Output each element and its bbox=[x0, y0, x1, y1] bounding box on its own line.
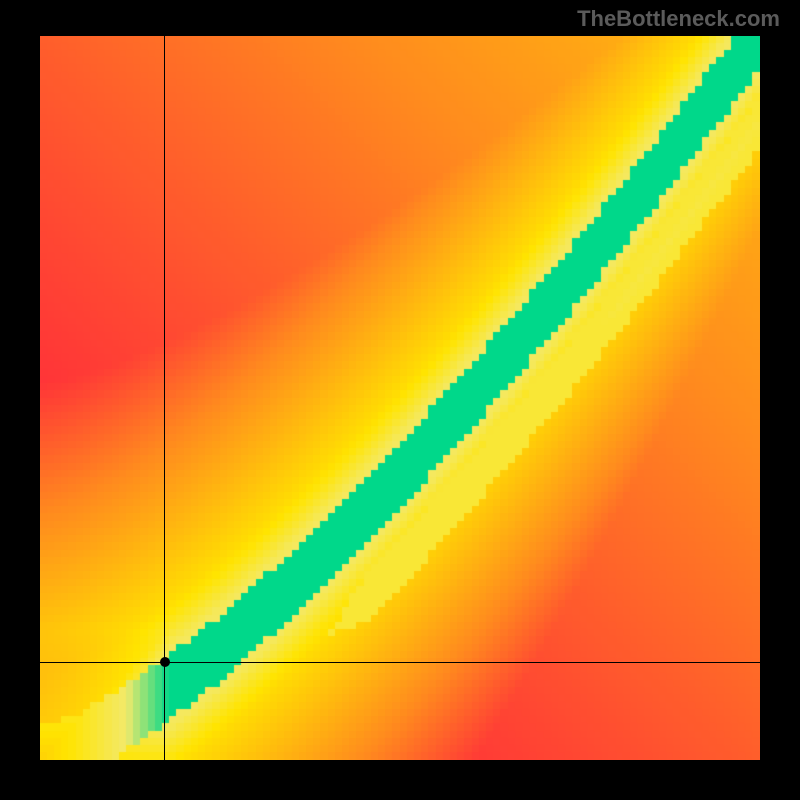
heatmap-canvas bbox=[40, 36, 760, 760]
crosshair-vertical bbox=[164, 36, 165, 760]
watermark-text: TheBottleneck.com bbox=[577, 6, 780, 32]
crosshair-horizontal bbox=[40, 662, 760, 663]
outer-frame: TheBottleneck.com bbox=[0, 0, 800, 800]
crosshair-point bbox=[160, 657, 170, 667]
heatmap-plot bbox=[40, 36, 760, 760]
